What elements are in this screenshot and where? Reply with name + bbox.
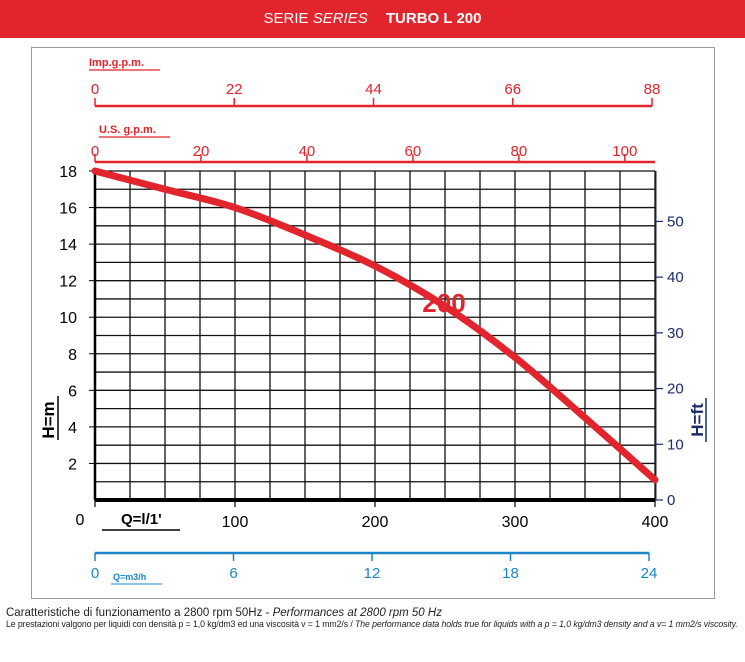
y-tick-label: 14 xyxy=(59,237,77,254)
x-tick-label: 100 xyxy=(222,514,249,531)
caption-line-2-english: The performance data holds true for liqu… xyxy=(355,619,738,630)
m3h-axis-label: Q=m3/h xyxy=(113,572,146,582)
m3h-tick-label: 0 xyxy=(91,565,99,582)
x-tick-label: 200 xyxy=(362,514,389,531)
caption-line-1-english: Performances at 2800 rpm 50 Hz xyxy=(272,607,442,619)
y-tick-label: 12 xyxy=(59,274,77,291)
y-tick-label: 10 xyxy=(59,310,77,327)
right-tick-label: 0 xyxy=(667,492,675,509)
imp-gpm-tick-label: 88 xyxy=(644,81,661,98)
m3h-tick-label: 6 xyxy=(229,565,237,582)
us-gpm-tick-label: 20 xyxy=(193,143,210,160)
m3h-tick-label: 24 xyxy=(641,565,658,582)
right-tick-label: 20 xyxy=(667,381,684,398)
us-gpm-tick-label: 0 xyxy=(91,143,99,160)
y-tick-label: 2 xyxy=(68,456,77,473)
imp-gpm-tick-label: 22 xyxy=(226,81,243,98)
y-tick-label: 6 xyxy=(68,383,77,400)
right-tick-label: 30 xyxy=(667,325,684,342)
x-axis-label: Q=l/1' xyxy=(121,511,162,528)
caption-line-2-italian: Le prestazioni valgono per liquidi con d… xyxy=(6,619,356,630)
banner-model: TURBO L 200 xyxy=(385,10,482,27)
right-tick-label: 50 xyxy=(667,213,684,230)
y-tick-label: 16 xyxy=(59,201,77,218)
right-tick-label: 10 xyxy=(667,436,684,453)
imp-gpm-tick-label: 0 xyxy=(91,81,99,98)
caption: Caratteristiche di funzionamento a 2800 … xyxy=(6,607,742,630)
y-tick-label: 4 xyxy=(68,420,77,437)
us-gpm-tick-label: 80 xyxy=(510,143,527,160)
banner-series-word: SERIES xyxy=(312,10,368,27)
banner-prefix: SERIE xyxy=(263,10,309,27)
m3h-tick-label: 18 xyxy=(502,565,519,582)
y-tick-label: 18 xyxy=(59,164,77,181)
caption-line-1: Caratteristiche di funzionamento a 2800 … xyxy=(6,607,742,619)
us-gpm-tick-label: 60 xyxy=(405,143,422,160)
series-label-200: 200 xyxy=(422,288,465,318)
chart-frame xyxy=(31,47,715,599)
chart-series: 200 xyxy=(91,167,659,484)
x-tick-label: 400 xyxy=(642,514,669,531)
imp-gpm-tick-label: 66 xyxy=(504,81,521,98)
series-curve-200 xyxy=(91,167,659,484)
caption-line-1-italian: Caratteristiche di funzionamento a 2800 … xyxy=(6,607,273,619)
m3h-tick-label: 12 xyxy=(364,565,381,582)
y-tick-label: 8 xyxy=(68,347,77,364)
us-gpm-axis-label: U.S. g.p.m. xyxy=(99,124,156,136)
y-axis-label: H=m xyxy=(39,401,58,438)
right-axis-label: H=ft xyxy=(688,403,707,437)
imp-gpm-tick-label: 44 xyxy=(365,81,382,98)
chart-grid xyxy=(93,170,656,502)
caption-line-2: Le prestazioni valgono per liquidi con d… xyxy=(6,620,742,630)
imp-gpm-axis-label: Imp.g.p.m. xyxy=(89,57,144,69)
title-banner: SERIE SERIES TURBO L 200 xyxy=(0,0,745,38)
us-gpm-tick-label: 40 xyxy=(299,143,316,160)
x-tick-label: 300 xyxy=(502,514,529,531)
origin-label: 0 xyxy=(76,512,85,529)
us-gpm-tick-label: 100 xyxy=(612,143,637,160)
right-tick-label: 40 xyxy=(667,269,684,286)
